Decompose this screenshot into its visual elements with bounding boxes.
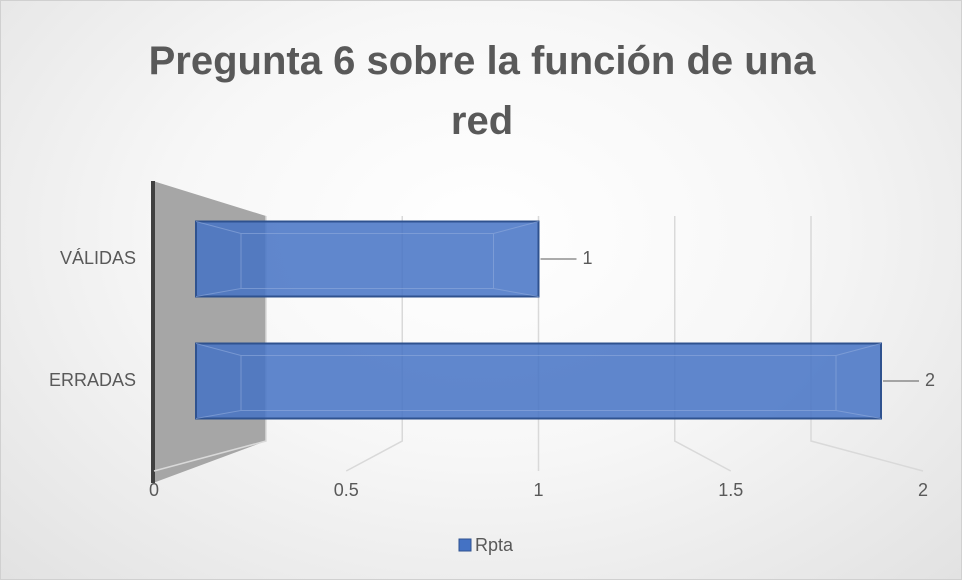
x-tick-label: 1.5 [718,480,743,500]
legend-swatch [458,538,472,552]
x-tick-label: 0 [149,480,159,500]
chart-title: Pregunta 6 sobre la función de una red [148,39,816,143]
bar [195,342,882,420]
grid-line [674,216,732,472]
category-label: ERRADAS [49,370,136,390]
x-tick-label: 0.5 [334,480,359,500]
x-tick-label: 2 [918,480,928,500]
bar-depth [195,343,882,419]
grid-line [810,216,924,472]
category-label: VÁLIDAS [60,248,136,268]
bar [195,220,540,298]
x-tick-label: 1 [533,480,543,500]
legend-label: Rpta [475,535,514,555]
data-label: 2 [925,370,935,390]
bar-depth [195,221,539,297]
data-label: 1 [583,248,593,268]
